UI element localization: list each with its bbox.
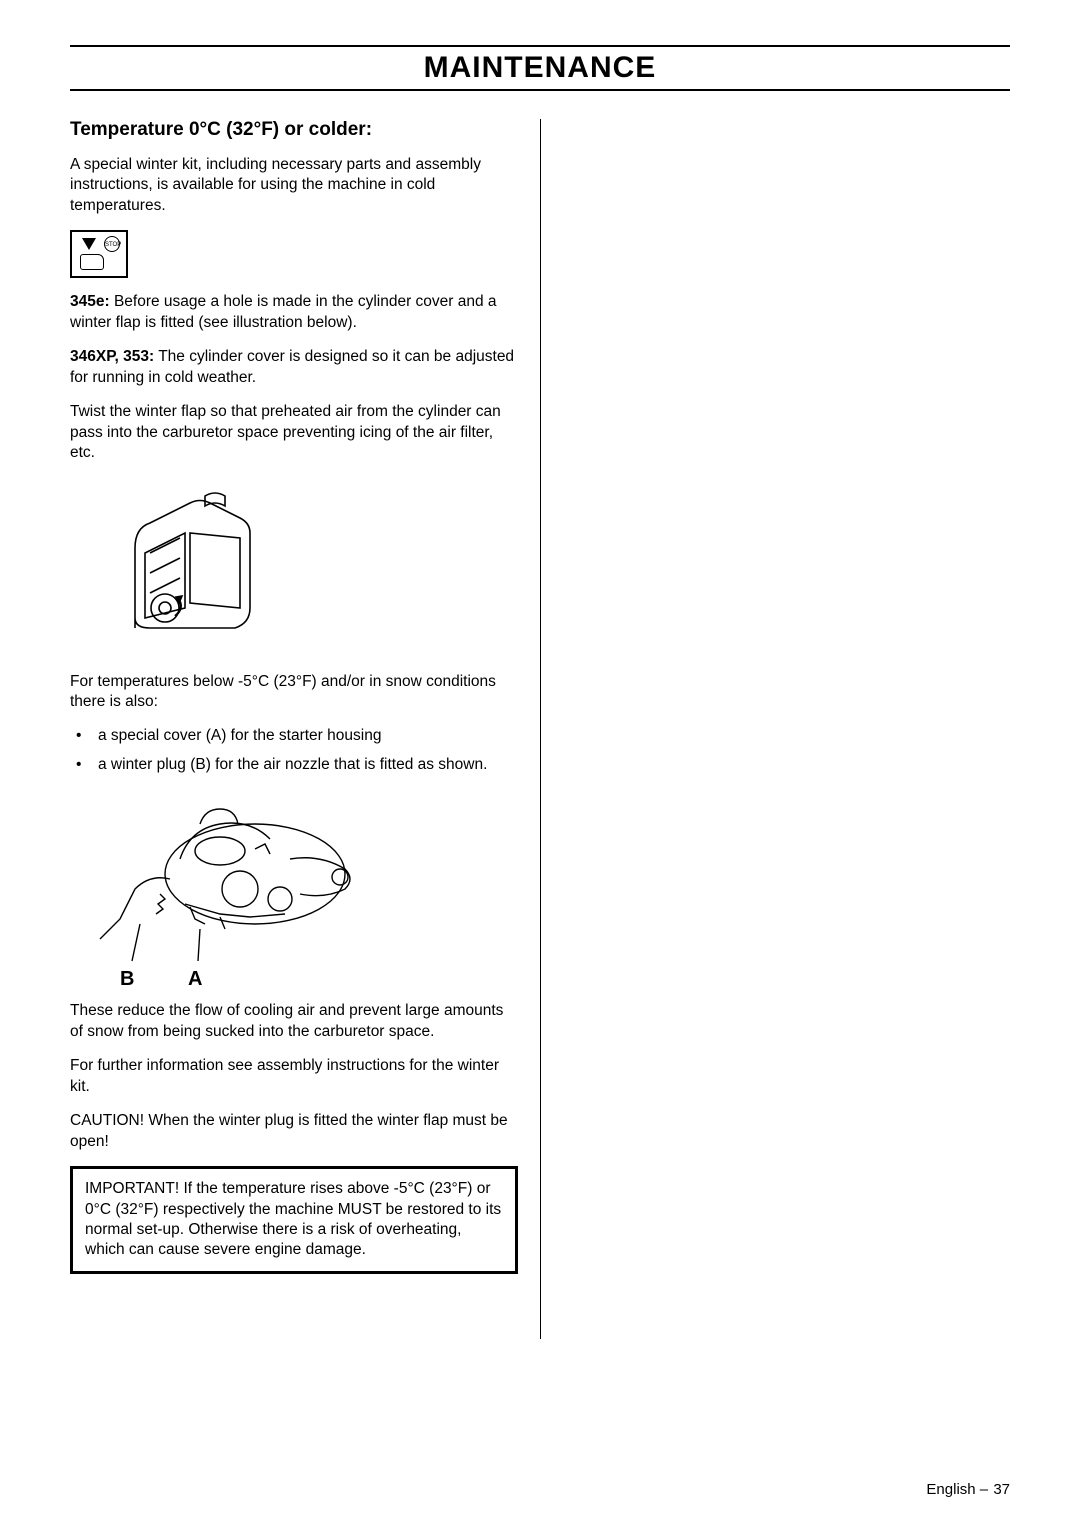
page-footer: English – 37 — [926, 1481, 1010, 1498]
down-arrow-icon — [82, 238, 96, 250]
important-notice-box: IMPORTANT! If the temperature rises abov… — [70, 1166, 518, 1274]
important-text: IMPORTANT! If the temperature rises abov… — [85, 1180, 501, 1258]
section-heading: Temperature 0°C (32°F) or colder: — [70, 119, 518, 141]
chainsaw-illustration: B A — [90, 789, 370, 989]
illustration-label-b: B — [120, 968, 134, 991]
below-5-intro: For temperatures below -5°C (23°F) and/o… — [70, 672, 518, 713]
switch-shape-icon — [80, 254, 104, 270]
footer-separator: – — [980, 1481, 989, 1498]
header-rule-top — [70, 45, 1010, 47]
model-346xp-label: 346XP, 353: — [70, 348, 154, 365]
caution-paragraph: CAUTION! When the winter plug is fitted … — [70, 1111, 518, 1152]
right-column — [540, 119, 1010, 1339]
model-346xp-paragraph: 346XP, 353: The cylinder cover is design… — [70, 347, 518, 388]
bullet-dot-icon: • — [70, 726, 98, 746]
left-column: Temperature 0°C (32°F) or colder: A spec… — [70, 119, 540, 1339]
bullet-text: a special cover (A) for the starter hous… — [98, 726, 381, 746]
list-item: • a special cover (A) for the starter ho… — [70, 726, 518, 746]
footer-language: English — [926, 1481, 975, 1498]
model-345e-label: 345e: — [70, 293, 110, 310]
header-rule-bottom — [70, 89, 1010, 91]
reduce-flow-paragraph: These reduce the flow of cooling air and… — [70, 1001, 518, 1042]
content-columns: Temperature 0°C (32°F) or colder: A spec… — [70, 119, 1010, 1339]
footer-page-number: 37 — [993, 1481, 1010, 1498]
page-title: MAINTENANCE — [70, 49, 1010, 87]
model-345e-paragraph: 345e: Before usage a hole is made in the… — [70, 292, 518, 333]
intro-paragraph: A special winter kit, including necessar… — [70, 155, 518, 216]
bullet-list: • a special cover (A) for the starter ho… — [70, 726, 518, 775]
stop-circle-icon: STOP — [104, 236, 120, 252]
model-345e-text: Before usage a hole is made in the cylin… — [70, 293, 497, 330]
stop-switch-icon: STOP — [70, 230, 128, 278]
further-info-paragraph: For further information see assembly ins… — [70, 1056, 518, 1097]
list-item: • a winter plug (B) for the air nozzle t… — [70, 755, 518, 775]
twist-paragraph: Twist the winter flap so that preheated … — [70, 402, 518, 463]
bullet-text: a winter plug (B) for the air nozzle tha… — [98, 755, 487, 775]
cylinder-cover-illustration — [90, 478, 290, 658]
illustration-label-a: A — [188, 968, 202, 991]
bullet-dot-icon: • — [70, 755, 98, 775]
